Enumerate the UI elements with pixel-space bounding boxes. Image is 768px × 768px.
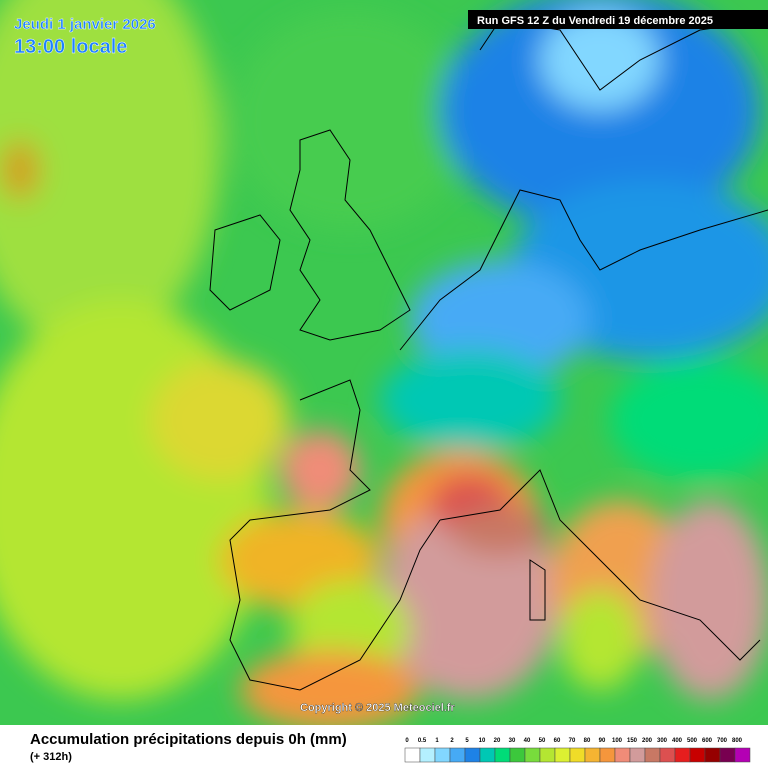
legend-label: 200: [642, 738, 653, 744]
footer-subtitle: (+ 312h): [30, 751, 72, 763]
legend-label: 400: [672, 738, 683, 744]
legend-swatch: [539, 747, 556, 763]
legend-swatch: [419, 747, 436, 763]
legend-swatch: [704, 747, 721, 763]
legend-label: 5: [465, 738, 469, 744]
legend-label: 70: [569, 738, 576, 744]
legend-label: 700: [717, 738, 728, 744]
run-banner: [468, 10, 768, 29]
legend-label: 600: [702, 738, 713, 744]
legend-label: 30: [509, 738, 516, 744]
precip-map: [0, 0, 768, 725]
legend-swatch: [689, 747, 706, 763]
legend-swatch: [644, 747, 661, 763]
legend-swatch: [479, 747, 496, 763]
legend-swatch: [569, 747, 586, 763]
legend-label: 0: [405, 738, 409, 744]
legend-label: 100: [612, 738, 623, 744]
legend: 0 0.5 1 2 5 10 20 30 40 50 60 70 80 90 100 150 200 300 400…: [404, 738, 751, 763]
legend-swatch: [674, 747, 691, 763]
legend-label: 0.5: [418, 738, 427, 744]
legend-swatch: [464, 747, 481, 763]
legend-swatch: [734, 747, 751, 763]
legend-label: 40: [524, 738, 531, 744]
legend-swatch: [434, 747, 451, 763]
legend-label: 2: [450, 738, 454, 744]
legend-swatch: [524, 747, 541, 763]
legend-swatch: [554, 747, 571, 763]
legend-label: 90: [599, 738, 606, 744]
legend-swatch: [494, 747, 511, 763]
legend-swatch: [614, 747, 631, 763]
run-info: Run GFS 12 Z du Vendredi 19 décembre 202…: [477, 15, 713, 27]
legend-label: 60: [554, 738, 561, 744]
legend-swatch: [629, 747, 646, 763]
legend-swatch: [599, 747, 616, 763]
legend-label: 1: [435, 738, 439, 744]
legend-label: 500: [687, 738, 698, 744]
legend-swatch: [449, 747, 466, 763]
legend-swatch: [719, 747, 736, 763]
legend-swatch: [584, 747, 601, 763]
legend-swatch: [404, 747, 421, 763]
legend-label: 10: [479, 738, 486, 744]
legend-label: 800: [732, 738, 743, 744]
copyright: Copyright © 2025 Meteociel.fr: [300, 702, 456, 714]
legend-label: 300: [657, 738, 668, 744]
coastlines: [209, 19, 768, 691]
legend-swatch: [659, 747, 676, 763]
forecast-date: Jeudi 1 janvier 2026: [14, 16, 156, 33]
legend-label: 50: [539, 738, 546, 744]
footer-title: Accumulation précipitations depuis 0h (m…: [30, 731, 347, 748]
legend-label: 150: [627, 738, 638, 744]
legend-label: 20: [494, 738, 501, 744]
legend-label: 80: [584, 738, 591, 744]
legend-swatch: [509, 747, 526, 763]
forecast-time: 13:00 locale: [14, 36, 127, 58]
